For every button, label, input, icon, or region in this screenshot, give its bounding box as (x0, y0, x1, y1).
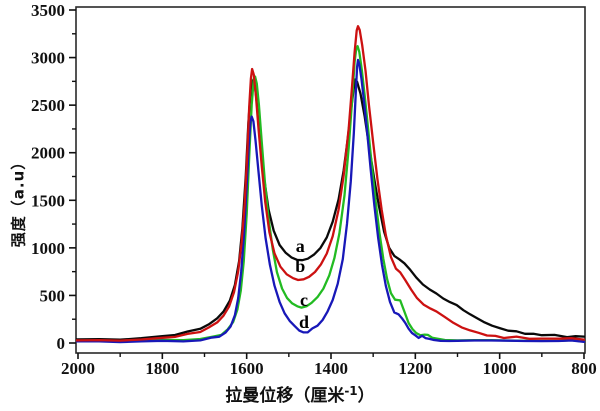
spectrum-curve-b (76, 25, 585, 342)
y-tick-label: 0 (57, 334, 66, 353)
x-axis-label: 拉曼位移（厘米-1） (0, 381, 600, 406)
x-tick-label: 1000 (483, 359, 517, 378)
x-tick-label: 1400 (314, 359, 348, 378)
spectrum-curve-c (76, 45, 585, 343)
x-tick-label: 1200 (398, 359, 432, 378)
y-tick-label: 1000 (31, 239, 65, 258)
x-axis-label-superscript: -1 (344, 384, 358, 398)
x-tick-label: 1800 (145, 359, 179, 378)
curve-label-d: d (299, 312, 309, 332)
curve-label-b: b (295, 256, 305, 276)
spectrum-curve-d (76, 58, 585, 344)
y-tick-label: 500 (40, 286, 66, 305)
y-tick-label: 3000 (31, 49, 65, 68)
x-axis-label-close-paren: ） (357, 386, 375, 406)
plot-frame (75, 6, 586, 354)
y-axis-label: 强度（a.u） (9, 153, 28, 248)
y-tick-label: 2500 (31, 96, 65, 115)
spectrum-curve-a (76, 78, 585, 341)
curve-label-c: c (300, 290, 308, 310)
x-tick-label: 1600 (230, 359, 264, 378)
x-tick-label: 800 (571, 359, 597, 378)
y-tick-label: 3500 (31, 1, 65, 20)
curve-label-a: a (296, 236, 305, 256)
y-tick-label: 2000 (31, 144, 65, 163)
x-axis-label-text: 拉曼位移（厘米 (225, 386, 345, 406)
x-tick-label: 2000 (61, 359, 95, 378)
y-tick-label: 1500 (31, 191, 65, 210)
